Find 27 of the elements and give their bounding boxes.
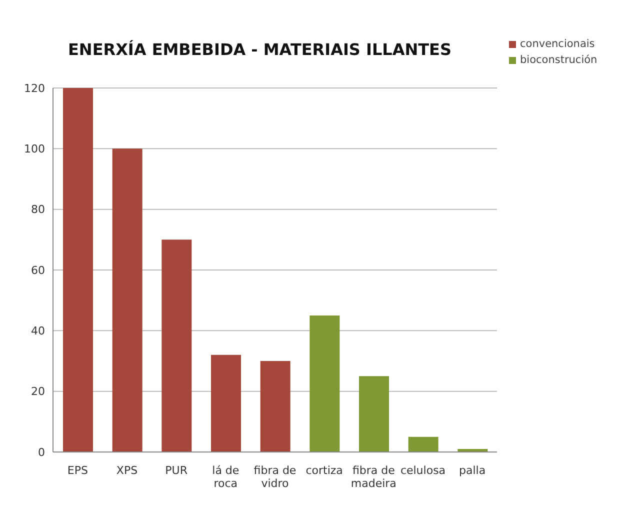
bar (63, 88, 93, 452)
x-tick-label: EPS (67, 464, 88, 477)
legend-label: bioconstrución (519, 53, 598, 68)
legend-label: convencionais (519, 37, 596, 52)
y-tick-label: 0 (38, 446, 45, 459)
y-tick-label: 100 (24, 142, 45, 156)
bar (211, 354, 241, 452)
bar (112, 148, 142, 452)
y-tick-label: 120 (24, 82, 45, 95)
x-tick-label: XPS (116, 464, 138, 477)
bar (260, 361, 290, 452)
x-tick-label: palla (459, 464, 486, 477)
bar (162, 240, 192, 452)
y-tick-label: 60 (31, 264, 45, 277)
y-tick-label: 80 (31, 203, 45, 216)
bar (310, 316, 340, 452)
x-tick-label: cortiza (306, 464, 343, 477)
y-tick-label: 20 (31, 385, 45, 398)
x-tick-label: PUR (165, 464, 188, 477)
bar (359, 376, 389, 452)
x-tick-label: fibra de vidro (254, 464, 296, 490)
bar (408, 436, 438, 452)
y-tick-label: 40 (31, 324, 45, 338)
x-tick-label: lá de roca (212, 464, 240, 490)
chart-title: ENERXÍA EMBEBIDA - MATERIAIS ILLANTES (68, 40, 452, 59)
x-tick-label: celulosa (400, 464, 446, 477)
x-tick-label: fibra de madeira (350, 464, 396, 490)
